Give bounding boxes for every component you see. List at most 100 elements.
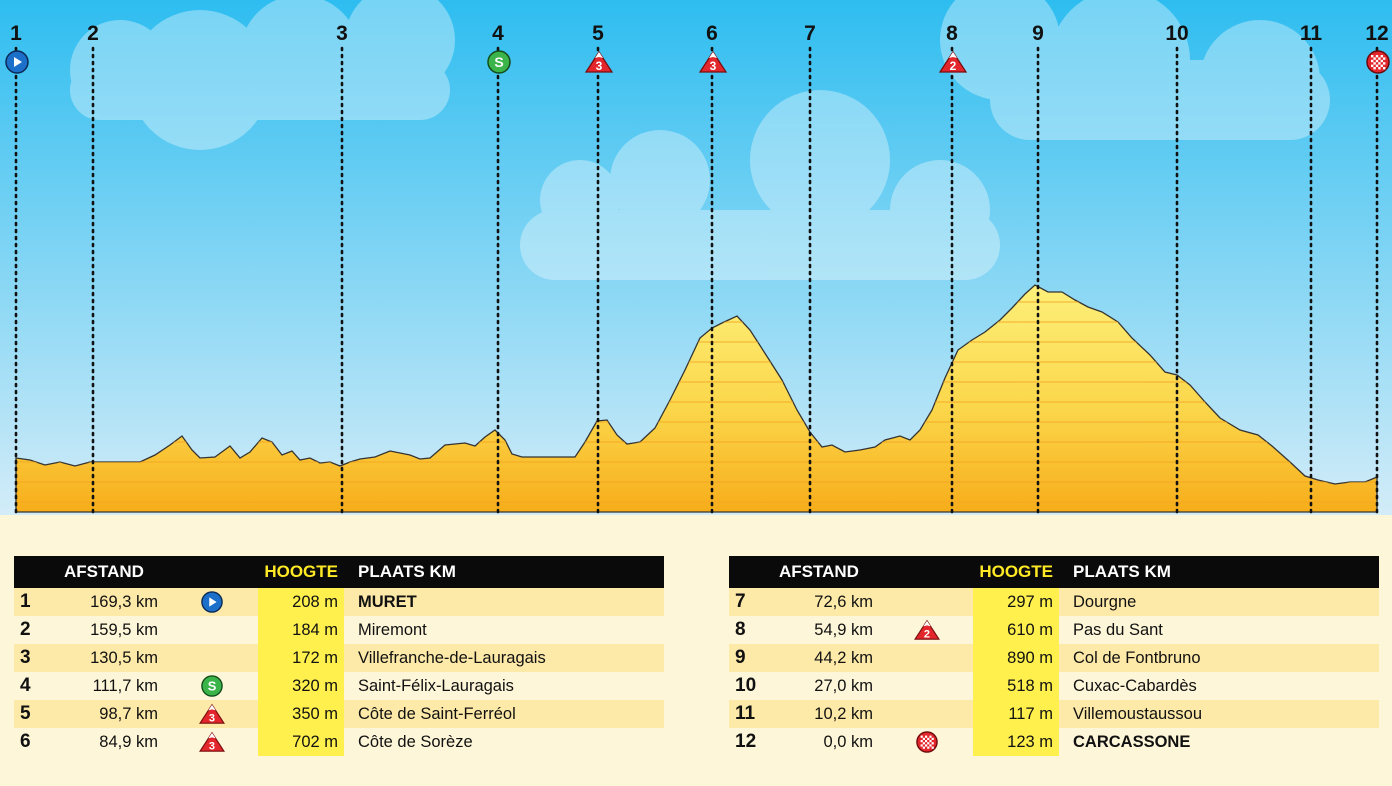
row-icon-cell — [881, 728, 973, 756]
row-icon-cell — [881, 644, 973, 672]
row-hoogte: 184 m — [258, 616, 344, 644]
table-row: 8 54,9 km 2 610 m Pas du Sant — [729, 616, 1379, 644]
svg-text:3: 3 — [209, 740, 215, 752]
row-icon-cell — [166, 616, 258, 644]
row-plaats: Côte de Saint-Ferréol — [344, 700, 664, 728]
table-row: 10 27,0 km 518 m Cuxac-Cabardès — [729, 672, 1379, 700]
svg-text:3: 3 — [596, 59, 603, 73]
marker-number: 1 — [10, 22, 22, 45]
sprint-icon: S — [487, 50, 511, 74]
row-icon-cell: 3 — [166, 728, 258, 756]
row-number: 9 — [729, 644, 773, 672]
row-plaats: Saint-Félix-Lauragais — [344, 672, 664, 700]
climb-cat2-icon: 2 — [914, 619, 940, 640]
row-afstand: 10,2 km — [773, 700, 881, 728]
row-plaats: Miremont — [344, 616, 664, 644]
climb-cat2-icon: 2 — [939, 50, 967, 73]
row-number: 12 — [729, 728, 773, 756]
row-number: 5 — [14, 700, 58, 728]
row-hoogte: 320 m — [258, 672, 344, 700]
row-afstand: 0,0 km — [773, 728, 881, 756]
header-plaats: PLAATS KM — [344, 556, 664, 588]
table-row: 1 169,3 km 208 m MURET — [14, 588, 664, 616]
marker-labels: 1 2 3 4 5 6 7 8 9 10 11 12 — [10, 22, 1389, 45]
marker-number: 10 — [1165, 22, 1188, 45]
row-plaats: Pas du Sant — [1059, 616, 1379, 644]
marker-icon-wrap: 3 — [699, 50, 727, 73]
finish-icon — [1366, 50, 1390, 74]
clouds — [70, 0, 1330, 280]
marker-icons: S 3 3 2 — [5, 50, 1390, 74]
climb-cat3-icon: 3 — [699, 50, 727, 73]
header-plaats: PLAATS KM — [1059, 556, 1379, 588]
marker-number: 9 — [1032, 22, 1044, 45]
table-row: 2 159,5 km 184 m Miremont — [14, 616, 664, 644]
row-plaats: Villefranche-de-Lauragais — [344, 644, 664, 672]
marker-lines — [14, 46, 1379, 514]
table-row: 7 72,6 km 297 m Dourgne — [729, 588, 1379, 616]
row-icon-cell — [881, 672, 973, 700]
row-plaats: Col de Fontbruno — [1059, 644, 1379, 672]
svg-text:2: 2 — [924, 628, 930, 640]
start-icon — [201, 591, 223, 613]
marker-number: 5 — [592, 22, 604, 45]
marker-number: 6 — [706, 22, 718, 45]
row-afstand: 44,2 km — [773, 644, 881, 672]
row-plaats: Côte de Sorèze — [344, 728, 664, 756]
marker-number: 2 — [87, 22, 99, 45]
row-afstand: 84,9 km — [58, 728, 166, 756]
row-icon-cell: 2 — [881, 616, 973, 644]
climb-cat3-icon: 3 — [585, 50, 613, 73]
row-number: 10 — [729, 672, 773, 700]
row-afstand: 72,6 km — [773, 588, 881, 616]
table-row: 9 44,2 km 890 m Col de Fontbruno — [729, 644, 1379, 672]
svg-text:S: S — [208, 679, 217, 694]
svg-text:2: 2 — [950, 59, 957, 73]
start-icon — [5, 50, 29, 74]
table-row: 6 84,9 km 3 702 m Côte de Sorèze — [14, 728, 664, 756]
table-right: AFSTAND HOOGTE PLAATS KM 7 72,6 km 297 m Do… — [729, 556, 1379, 756]
row-hoogte: 518 m — [973, 672, 1059, 700]
row-hoogte: 890 m — [973, 644, 1059, 672]
marker-number: 3 — [336, 22, 348, 45]
svg-text:3: 3 — [209, 712, 215, 724]
row-afstand: 98,7 km — [58, 700, 166, 728]
climb-cat3-icon: 3 — [199, 731, 225, 752]
marker-number: 7 — [804, 22, 816, 45]
marker-number: 4 — [492, 22, 504, 45]
row-hoogte: 297 m — [973, 588, 1059, 616]
header-hoogte: HOOGTE — [258, 556, 344, 588]
marker-number: 11 — [1300, 22, 1323, 45]
row-hoogte: 172 m — [258, 644, 344, 672]
row-icon-cell — [166, 644, 258, 672]
row-hoogte: 123 m — [973, 728, 1059, 756]
header-afstand: AFSTAND — [58, 556, 166, 588]
row-hoogte: 208 m — [258, 588, 344, 616]
table-row: 11 10,2 km 117 m Villemoustaussou — [729, 700, 1379, 728]
finish-icon — [916, 731, 938, 753]
svg-text:S: S — [494, 54, 503, 70]
table-row: 5 98,7 km 3 350 m Côte de Saint-Ferréol — [14, 700, 664, 728]
svg-text:3: 3 — [710, 59, 717, 73]
table-row: 3 130,5 km 172 m Villefranche-de-Lauragais — [14, 644, 664, 672]
row-afstand: 111,7 km — [58, 672, 166, 700]
row-afstand: 130,5 km — [58, 644, 166, 672]
row-hoogte: 610 m — [973, 616, 1059, 644]
row-icon-cell — [166, 588, 258, 616]
climb-cat3-icon: 3 — [199, 703, 225, 724]
marker-icon-wrap — [1366, 50, 1390, 74]
row-icon-cell — [881, 588, 973, 616]
marker-icon-wrap: S — [487, 50, 511, 74]
row-icon-cell: 3 — [166, 700, 258, 728]
row-plaats: CARCASSONE — [1059, 728, 1379, 756]
row-plaats: MURET — [344, 588, 664, 616]
row-number: 6 — [14, 728, 58, 756]
row-number: 4 — [14, 672, 58, 700]
row-hoogte: 350 m — [258, 700, 344, 728]
marker-icon-wrap: 2 — [939, 50, 967, 73]
row-number: 2 — [14, 616, 58, 644]
marker-number: 12 — [1365, 22, 1388, 45]
